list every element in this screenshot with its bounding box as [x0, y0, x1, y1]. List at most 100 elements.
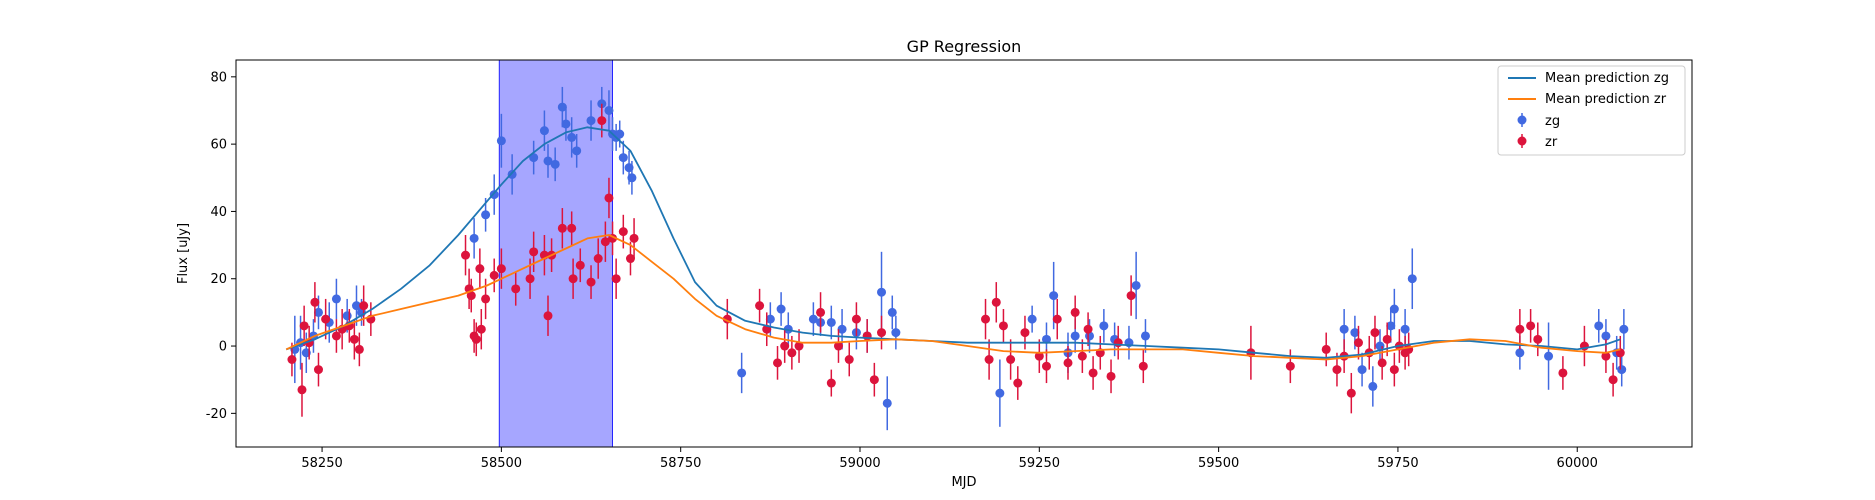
data-point	[1558, 368, 1568, 378]
chart-title: GP Regression	[907, 37, 1022, 56]
data-point	[1113, 338, 1123, 348]
y-tick-label: 80	[210, 70, 227, 85]
data-point	[615, 129, 625, 139]
data-point	[507, 169, 517, 179]
data-point	[887, 307, 897, 317]
data-point	[837, 324, 847, 334]
data-point	[1049, 291, 1059, 301]
data-point	[808, 314, 818, 324]
data-point	[359, 301, 369, 311]
data-point	[776, 304, 786, 314]
data-point	[331, 331, 341, 341]
x-tick-label: 58500	[481, 456, 522, 471]
data-point	[891, 328, 901, 338]
data-point	[877, 328, 887, 338]
data-point	[1608, 375, 1618, 385]
data-point	[851, 314, 861, 324]
y-axis: -20 0 20 40 60 80	[206, 70, 236, 422]
data-point	[466, 291, 476, 301]
legend-label-zg-line: Mean prediction zg	[1545, 71, 1669, 86]
data-point	[550, 159, 560, 169]
data-point	[869, 375, 879, 385]
data-point	[557, 102, 567, 112]
data-point	[568, 274, 578, 284]
data-point	[471, 334, 481, 344]
data-point	[496, 136, 506, 146]
data-point	[991, 297, 1001, 307]
legend-swatch-zr-marker	[1517, 136, 1527, 146]
data-point	[1063, 358, 1073, 368]
data-point	[737, 368, 747, 378]
data-point	[600, 237, 610, 247]
data-point	[313, 307, 323, 317]
data-point	[1601, 351, 1611, 361]
data-point	[310, 297, 320, 307]
series-layer	[285, 86, 1629, 431]
data-point	[1594, 321, 1604, 331]
data-point	[469, 233, 479, 243]
data-point	[1041, 361, 1051, 371]
data-point	[1077, 351, 1087, 361]
legend-box	[1497, 65, 1686, 156]
y-tick-label: 20	[210, 272, 227, 287]
data-point	[1515, 324, 1525, 334]
y-tick-label: 40	[210, 205, 227, 220]
legend-label-zr: zr	[1545, 135, 1558, 150]
data-point	[1020, 328, 1030, 338]
data-point	[877, 287, 887, 297]
data-point	[1088, 368, 1098, 378]
data-point	[826, 317, 836, 327]
data-point	[511, 284, 521, 294]
data-point	[611, 274, 621, 284]
data-point	[1013, 378, 1023, 388]
legend-label-zr-line: Mean prediction zr	[1545, 92, 1667, 107]
data-point	[1070, 331, 1080, 341]
data-point	[299, 321, 309, 331]
data-point	[1389, 304, 1399, 314]
data-point	[461, 250, 471, 260]
mean-line-zg	[285, 126, 1621, 359]
data-point	[780, 341, 790, 351]
data-point	[287, 355, 297, 365]
data-point	[586, 277, 596, 287]
data-point	[351, 301, 361, 311]
data-point	[331, 294, 341, 304]
data-point	[1407, 274, 1417, 284]
data-point	[354, 344, 364, 354]
data-point	[1006, 355, 1016, 365]
data-point	[1386, 321, 1396, 331]
data-point	[844, 355, 854, 365]
data-point	[998, 321, 1008, 331]
data-point	[1138, 361, 1148, 371]
errorbar-series-zr	[287, 103, 1625, 417]
data-point	[981, 314, 991, 324]
data-point	[794, 341, 804, 351]
data-point	[1544, 351, 1554, 361]
data-point	[342, 311, 352, 321]
data-point	[525, 274, 535, 284]
data-point	[773, 358, 783, 368]
data-point	[575, 260, 585, 270]
data-point	[1321, 344, 1331, 354]
legend: Mean prediction zg Mean prediction zr zg…	[1497, 65, 1686, 156]
data-point	[1526, 321, 1536, 331]
data-point	[1041, 334, 1051, 344]
y-tick-label: 60	[210, 138, 227, 153]
x-axis-label: MJD	[951, 475, 976, 490]
data-point	[1350, 328, 1360, 338]
data-point	[1099, 321, 1109, 331]
data-point	[1357, 365, 1367, 375]
data-point	[597, 116, 607, 126]
data-point	[862, 331, 872, 341]
data-point	[1332, 365, 1342, 375]
data-point	[1083, 324, 1093, 334]
data-point	[1619, 324, 1629, 334]
data-point	[984, 355, 994, 365]
data-point	[543, 156, 553, 166]
data-point	[543, 311, 553, 321]
x-tick-label: 59500	[1198, 456, 1239, 471]
data-point	[1085, 331, 1095, 341]
x-tick-label: 58750	[660, 456, 701, 471]
data-point	[765, 314, 775, 324]
